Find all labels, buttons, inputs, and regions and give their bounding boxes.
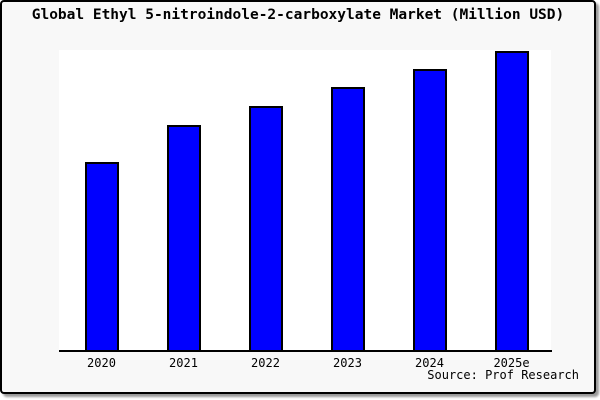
bar-2025e <box>494 51 529 350</box>
x-tick-label-2022: 2022 <box>251 356 280 370</box>
bar-2023 <box>330 87 365 350</box>
x-axis-line <box>59 350 552 352</box>
x-tick-label-2023: 2023 <box>333 356 362 370</box>
x-tick-label-2025e: 2025e <box>493 356 530 370</box>
bar-2020 <box>84 162 119 350</box>
chart-window: Global Ethyl 5-nitroindole-2-carboxylate… <box>0 0 596 394</box>
bar-2024 <box>412 69 447 350</box>
plot-area <box>59 50 551 350</box>
bar-2022 <box>248 106 283 350</box>
x-tick-label-2021: 2021 <box>169 356 198 370</box>
x-tick-label-2020: 2020 <box>87 356 116 370</box>
chart-title: Global Ethyl 5-nitroindole-2-carboxylate… <box>31 7 565 23</box>
bar-2021 <box>166 125 201 350</box>
x-tick-label-2024: 2024 <box>415 356 444 370</box>
source-credit: Source: Prof Research <box>427 368 579 382</box>
